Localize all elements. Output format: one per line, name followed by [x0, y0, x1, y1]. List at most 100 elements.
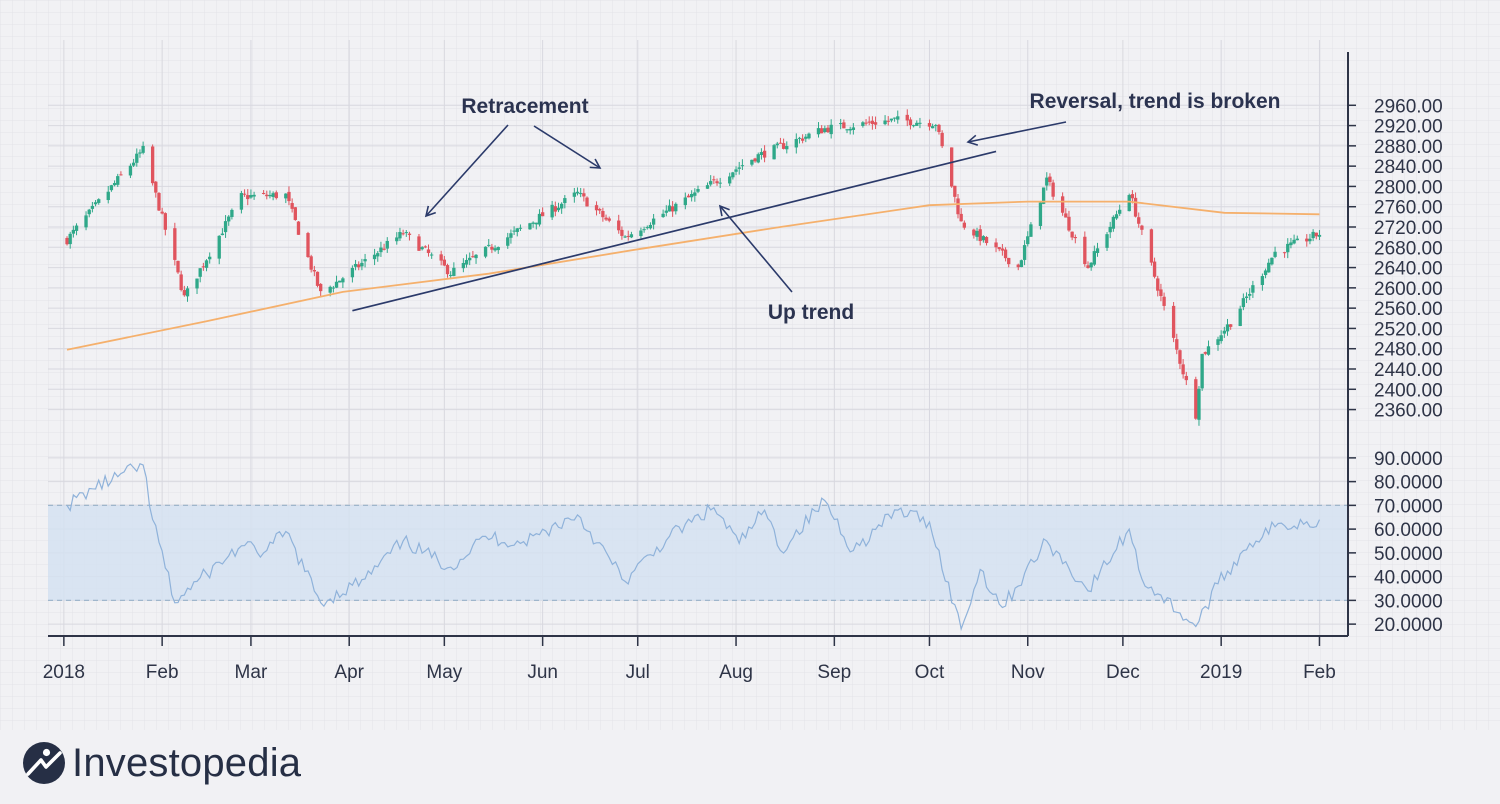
- candle: [705, 185, 710, 189]
- candle: [1159, 289, 1163, 297]
- candle: [309, 256, 313, 270]
- x-tick-label: 2019: [1200, 662, 1242, 683]
- candle: [1111, 216, 1116, 229]
- candle: [515, 228, 519, 232]
- candle: [1149, 229, 1154, 263]
- price-y-tick-label: 2960.00: [1374, 96, 1443, 117]
- candle: [1282, 252, 1287, 254]
- retracement-arrow-right: [533, 125, 602, 169]
- retracement-label: Retracement: [461, 95, 588, 118]
- candle: [572, 192, 577, 197]
- candle: [1114, 214, 1119, 219]
- candle: [651, 218, 656, 225]
- candle: [604, 217, 608, 220]
- candle: [230, 209, 234, 217]
- candle: [496, 247, 500, 251]
- candle: [1007, 257, 1011, 265]
- reversal-arrow: [966, 121, 1067, 146]
- candle: [829, 124, 833, 135]
- candle: [141, 145, 145, 153]
- candle: [287, 191, 291, 202]
- candle: [845, 129, 849, 131]
- candle: [1000, 248, 1005, 251]
- x-tick-label: Nov: [1011, 662, 1045, 683]
- candle: [1118, 209, 1122, 214]
- candle: [417, 236, 421, 251]
- x-tick-label: Jun: [527, 662, 558, 683]
- candle: [154, 181, 158, 193]
- candle: [493, 248, 497, 251]
- retracement-arrow-left: [424, 124, 509, 218]
- x-tick-label: Aug: [719, 662, 753, 683]
- candle: [1241, 298, 1246, 308]
- price-y-tick-label: 2600.00: [1374, 279, 1443, 300]
- candle: [908, 119, 913, 126]
- candle: [398, 232, 402, 239]
- candle: [284, 193, 288, 199]
- candle: [87, 209, 91, 215]
- candle: [246, 195, 250, 200]
- candle: [157, 193, 161, 211]
- candle: [296, 221, 301, 235]
- candle: [404, 232, 408, 234]
- candle: [696, 189, 700, 192]
- candle: [217, 235, 221, 259]
- candle: [639, 230, 643, 237]
- candle: [861, 122, 865, 126]
- candle: [65, 237, 69, 245]
- candle: [889, 118, 894, 121]
- candle: [734, 169, 738, 172]
- candle: [376, 253, 380, 257]
- candle: [1178, 350, 1182, 364]
- candle: [1270, 257, 1274, 265]
- candle: [1222, 330, 1227, 334]
- candle: [239, 193, 244, 210]
- candle: [106, 191, 110, 201]
- candle: [150, 146, 155, 184]
- osc-y-tick-label: 80.0000: [1374, 473, 1443, 494]
- price-y-tick-label: 2880.00: [1374, 137, 1443, 158]
- candle: [648, 224, 653, 229]
- candle: [629, 234, 634, 238]
- candle: [1086, 265, 1090, 269]
- candle: [661, 213, 665, 218]
- candle: [471, 256, 475, 258]
- candle: [883, 120, 887, 125]
- candle: [1273, 251, 1277, 257]
- osc-y-tick-label: 20.0000: [1374, 615, 1443, 636]
- candle: [198, 268, 202, 277]
- candle: [1019, 260, 1024, 268]
- candle: [341, 278, 345, 283]
- investopedia-logo-icon: [23, 742, 65, 784]
- candle: [461, 262, 466, 269]
- candle: [785, 146, 789, 150]
- candle: [534, 222, 538, 225]
- candle: [579, 193, 583, 195]
- oscillator-line: [66, 463, 1321, 632]
- candle: [598, 208, 602, 211]
- candle: [1248, 293, 1252, 296]
- candle: [756, 154, 760, 163]
- candle: [550, 204, 554, 218]
- candle: [312, 270, 317, 272]
- brand-logo[interactable]: Investopedia: [22, 735, 301, 791]
- candle: [112, 183, 117, 186]
- candle: [753, 158, 757, 162]
- candle: [1130, 194, 1135, 199]
- price-y-tick-label: 2800.00: [1374, 177, 1443, 198]
- candle: [1267, 262, 1271, 273]
- candle: [953, 185, 957, 197]
- candle: [474, 254, 478, 259]
- candle: [160, 211, 164, 214]
- axes: 2018 Feb Mar Apr May Jun Jul Aug Sep Oct Nov Dec 201…: [43, 52, 1443, 683]
- candle: [483, 246, 488, 257]
- candle: [271, 193, 275, 197]
- candle: [781, 143, 786, 149]
- osc-y-tick-label: 40.0000: [1374, 568, 1443, 589]
- candle: [1200, 353, 1204, 389]
- candle: [179, 274, 183, 291]
- candle: [962, 222, 967, 228]
- candle: [68, 233, 72, 245]
- candle: [819, 128, 824, 134]
- candle: [1184, 375, 1188, 381]
